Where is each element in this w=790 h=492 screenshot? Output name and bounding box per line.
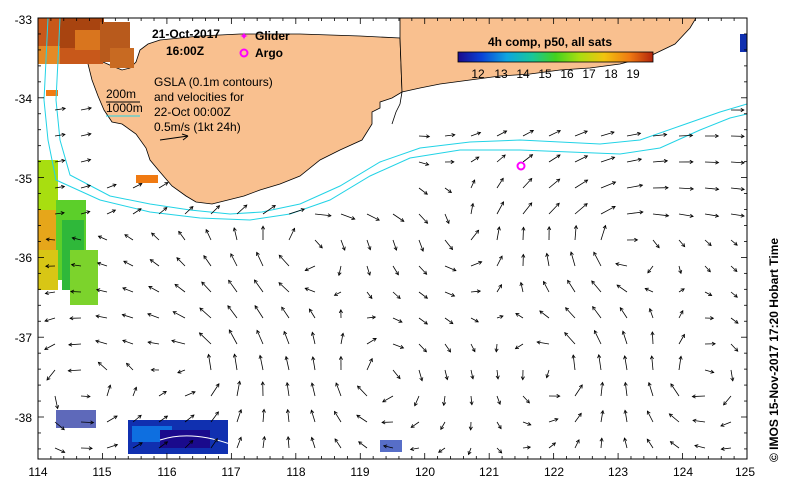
lat-tick: -35 bbox=[15, 172, 33, 186]
lon-tick: 120 bbox=[415, 465, 435, 479]
lat-tick: -33 bbox=[15, 13, 33, 27]
gsla-line: 0.5m/s (1kt 24h) bbox=[154, 120, 241, 134]
lat-tick: -38 bbox=[15, 411, 33, 425]
lat-tick: -36 bbox=[15, 251, 33, 265]
land-mass bbox=[87, 18, 403, 205]
axis-ticks bbox=[37, 17, 748, 459]
colorbar-tick: 14 bbox=[516, 67, 530, 81]
colorbar-tick: 17 bbox=[582, 67, 596, 81]
lon-tick: 119 bbox=[350, 465, 369, 479]
depth-label-200m: 200m bbox=[106, 87, 136, 101]
colorbar-ticks: 12 13 14 15 16 17 18 19 bbox=[471, 67, 640, 81]
contour-1000m bbox=[43, 18, 747, 221]
legend-argo-label: Argo bbox=[255, 46, 283, 60]
map-date: 21-Oct-2017 bbox=[152, 27, 220, 41]
argo-marker-icon bbox=[239, 48, 249, 58]
sst-patch-coast bbox=[136, 175, 158, 183]
map-time: 16:00Z bbox=[166, 44, 204, 58]
lon-tick: 125 bbox=[735, 465, 755, 479]
lat-tick: -34 bbox=[15, 92, 33, 106]
lat-tick: -37 bbox=[15, 331, 33, 345]
lon-tick: 121 bbox=[479, 465, 499, 479]
colorbar-tick: 18 bbox=[604, 67, 618, 81]
lon-tick: 123 bbox=[608, 465, 628, 479]
gsla-line: GSLA (0.1m contours) bbox=[154, 75, 273, 89]
colorbar bbox=[457, 51, 654, 63]
contour-200m bbox=[55, 18, 747, 215]
velocity-arrows bbox=[44, 106, 746, 456]
legend-glider-label: Glider bbox=[255, 29, 290, 43]
lon-tick: 115 bbox=[92, 465, 111, 479]
colorbar-tick: 16 bbox=[560, 67, 574, 81]
glider-marker-icon: ✦ bbox=[239, 31, 248, 43]
lon-tick: 122 bbox=[544, 465, 564, 479]
colorbar-tick: 19 bbox=[626, 67, 640, 81]
lon-tick: 114 bbox=[28, 465, 47, 479]
sst-patch-southwest bbox=[56, 34, 747, 454]
gsla-line: 22-Oct 00:00Z bbox=[154, 105, 231, 119]
colorbar-title: 4h comp, p50, all sats bbox=[488, 35, 612, 49]
colorbar-tick: 15 bbox=[538, 67, 552, 81]
colorbar-tick: 12 bbox=[471, 67, 485, 81]
depth-label-1000m: 1000m bbox=[106, 101, 143, 115]
y-axis-labels: -33 -34 -35 -36 -37 -38 bbox=[15, 13, 33, 425]
credit-text: © IMOS 15-Nov-2017 17:20 Hobart Time bbox=[767, 238, 781, 462]
sst-patch-northwest bbox=[38, 18, 134, 68]
lon-tick: 118 bbox=[286, 465, 305, 479]
plot-frame bbox=[37, 17, 748, 460]
lon-tick: 117 bbox=[221, 465, 240, 479]
scale-arrow bbox=[159, 135, 189, 141]
lon-tick: 116 bbox=[157, 465, 176, 479]
gsla-line: and velocities for bbox=[154, 90, 244, 104]
colorbar-tick: 13 bbox=[494, 67, 508, 81]
argo-float-marker[interactable] bbox=[516, 161, 526, 171]
x-axis-labels: 114 115 116 117 118 119 120 121 122 123 … bbox=[28, 465, 755, 479]
lon-tick: 124 bbox=[673, 465, 693, 479]
